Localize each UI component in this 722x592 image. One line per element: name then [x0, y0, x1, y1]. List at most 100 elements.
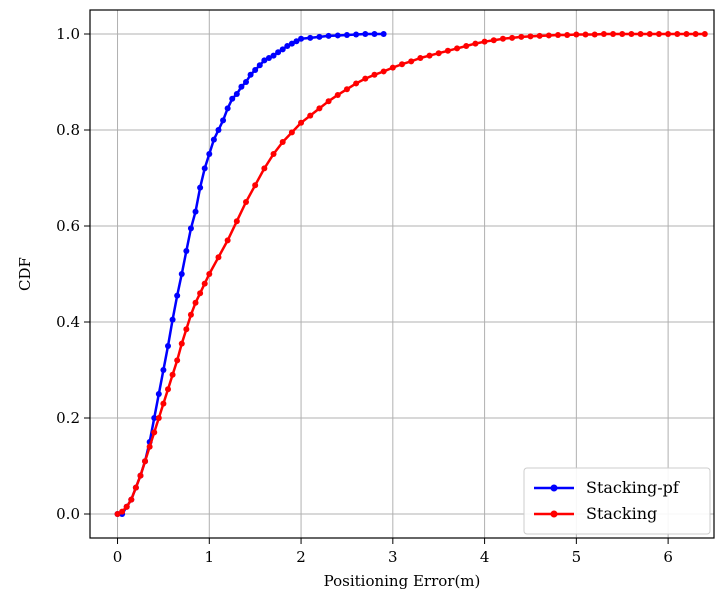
data-point-stacking: [197, 290, 204, 297]
data-point-stacking: [215, 254, 222, 261]
data-point-stacking: [389, 64, 396, 71]
data-point-stacking-pf: [210, 136, 217, 143]
data-point-stacking: [178, 340, 185, 347]
data-point-stacking: [187, 311, 194, 318]
data-point-stacking: [288, 129, 295, 136]
data-point-stacking: [183, 326, 190, 333]
data-point-stacking-pf: [298, 35, 305, 42]
x-tick-label: 6: [663, 548, 673, 566]
data-point-stacking-pf: [261, 57, 268, 64]
data-point-stacking: [591, 31, 598, 38]
x-tick-label: 3: [388, 548, 398, 566]
data-point-stacking-pf: [174, 292, 181, 299]
data-point-stacking: [114, 511, 121, 517]
data-point-stacking: [646, 31, 653, 37]
data-point-stacking: [665, 31, 672, 37]
data-point-stacking-pf: [343, 31, 350, 38]
data-point-stacking: [224, 237, 231, 244]
data-point-stacking: [270, 151, 277, 157]
data-point-stacking-pf: [284, 43, 291, 49]
data-point-stacking-pf: [178, 271, 185, 277]
data-point-stacking-pf: [293, 38, 300, 45]
data-point-stacking: [417, 55, 424, 61]
x-tick-label: 5: [572, 548, 582, 566]
data-point-stacking: [481, 38, 488, 45]
data-point-stacking: [353, 80, 360, 87]
data-point-stacking: [518, 33, 525, 40]
data-point-stacking-pf: [307, 34, 314, 41]
y-tick-label: 1.0: [56, 25, 80, 43]
data-point-stacking: [444, 47, 451, 54]
data-point-stacking: [380, 68, 387, 75]
legend-marker-stacking: [550, 510, 558, 518]
data-point-stacking-pf: [206, 151, 213, 157]
data-point-stacking-pf: [165, 343, 171, 349]
data-point-stacking: [252, 182, 259, 189]
data-point-stacking: [334, 91, 341, 98]
data-point-stacking: [261, 165, 268, 172]
data-point-stacking-pf: [325, 32, 332, 39]
y-tick-label: 0.0: [56, 505, 80, 523]
data-point-stacking: [151, 429, 158, 436]
data-point-stacking-pf: [288, 40, 295, 47]
data-point-stacking: [408, 58, 415, 65]
x-tick-label: 0: [113, 548, 123, 566]
data-point-stacking: [619, 31, 626, 37]
data-point-stacking: [316, 105, 323, 112]
data-point-stacking: [165, 386, 171, 393]
legend-marker-stacking-pf: [550, 484, 558, 492]
data-point-stacking: [555, 31, 561, 38]
data-point-stacking-pf: [270, 52, 277, 59]
data-point-stacking: [279, 139, 286, 145]
data-point-stacking: [600, 31, 607, 37]
data-point-stacking: [692, 31, 699, 37]
data-point-stacking: [192, 299, 199, 306]
data-point-stacking-pf: [265, 55, 272, 61]
y-tick-label: 0.6: [56, 217, 80, 235]
data-point-stacking: [343, 86, 350, 93]
y-tick-label: 0.4: [56, 313, 80, 331]
data-point-stacking-pf: [155, 391, 162, 397]
data-point-stacking: [564, 31, 571, 38]
data-point-stacking: [499, 35, 506, 42]
data-point-stacking: [137, 472, 144, 479]
data-point-stacking-pf: [275, 49, 282, 56]
data-point-stacking-pf: [256, 62, 263, 69]
data-point-stacking: [674, 31, 681, 37]
data-point-stacking: [701, 31, 708, 37]
data-point-stacking-pf: [215, 127, 222, 133]
data-point-stacking: [655, 31, 662, 37]
data-point-stacking: [545, 32, 552, 39]
series-layer: [114, 31, 708, 517]
data-point-stacking: [536, 32, 543, 39]
data-point-stacking: [472, 40, 479, 47]
data-point-stacking-pf: [279, 46, 286, 53]
data-point-stacking-pf: [160, 367, 167, 373]
data-point-stacking: [243, 199, 249, 205]
data-point-stacking-pf: [316, 33, 323, 40]
data-point-stacking-pf: [169, 316, 176, 323]
data-point-stacking: [146, 443, 153, 450]
data-point-stacking-pf: [229, 95, 236, 102]
axis-tick-labels: 0 1 2 3 4 5 6 0.0 0.2 0.4 0.6 0.8 1.0: [56, 25, 673, 566]
data-point-stacking: [128, 496, 135, 503]
data-point-stacking-pf: [238, 83, 245, 90]
data-point-stacking-pf: [187, 225, 194, 232]
data-point-stacking-pf: [353, 31, 360, 38]
data-point-stacking-pf: [362, 31, 369, 37]
legend: Stacking-pf Stacking: [523, 467, 711, 535]
data-point-stacking: [325, 98, 332, 105]
y-axis-label: CDF: [16, 257, 34, 291]
data-point-stacking: [582, 31, 589, 38]
data-point-stacking: [132, 484, 139, 491]
data-point-stacking: [371, 71, 378, 78]
data-point-stacking-pf: [224, 105, 231, 112]
data-point-stacking: [307, 112, 314, 119]
data-point-stacking: [463, 43, 470, 49]
data-point-stacking-pf: [247, 71, 254, 78]
data-point-stacking-pf: [233, 91, 240, 97]
data-point-stacking: [490, 37, 497, 44]
data-point-stacking-pf: [201, 165, 208, 172]
data-point-stacking: [142, 458, 149, 465]
